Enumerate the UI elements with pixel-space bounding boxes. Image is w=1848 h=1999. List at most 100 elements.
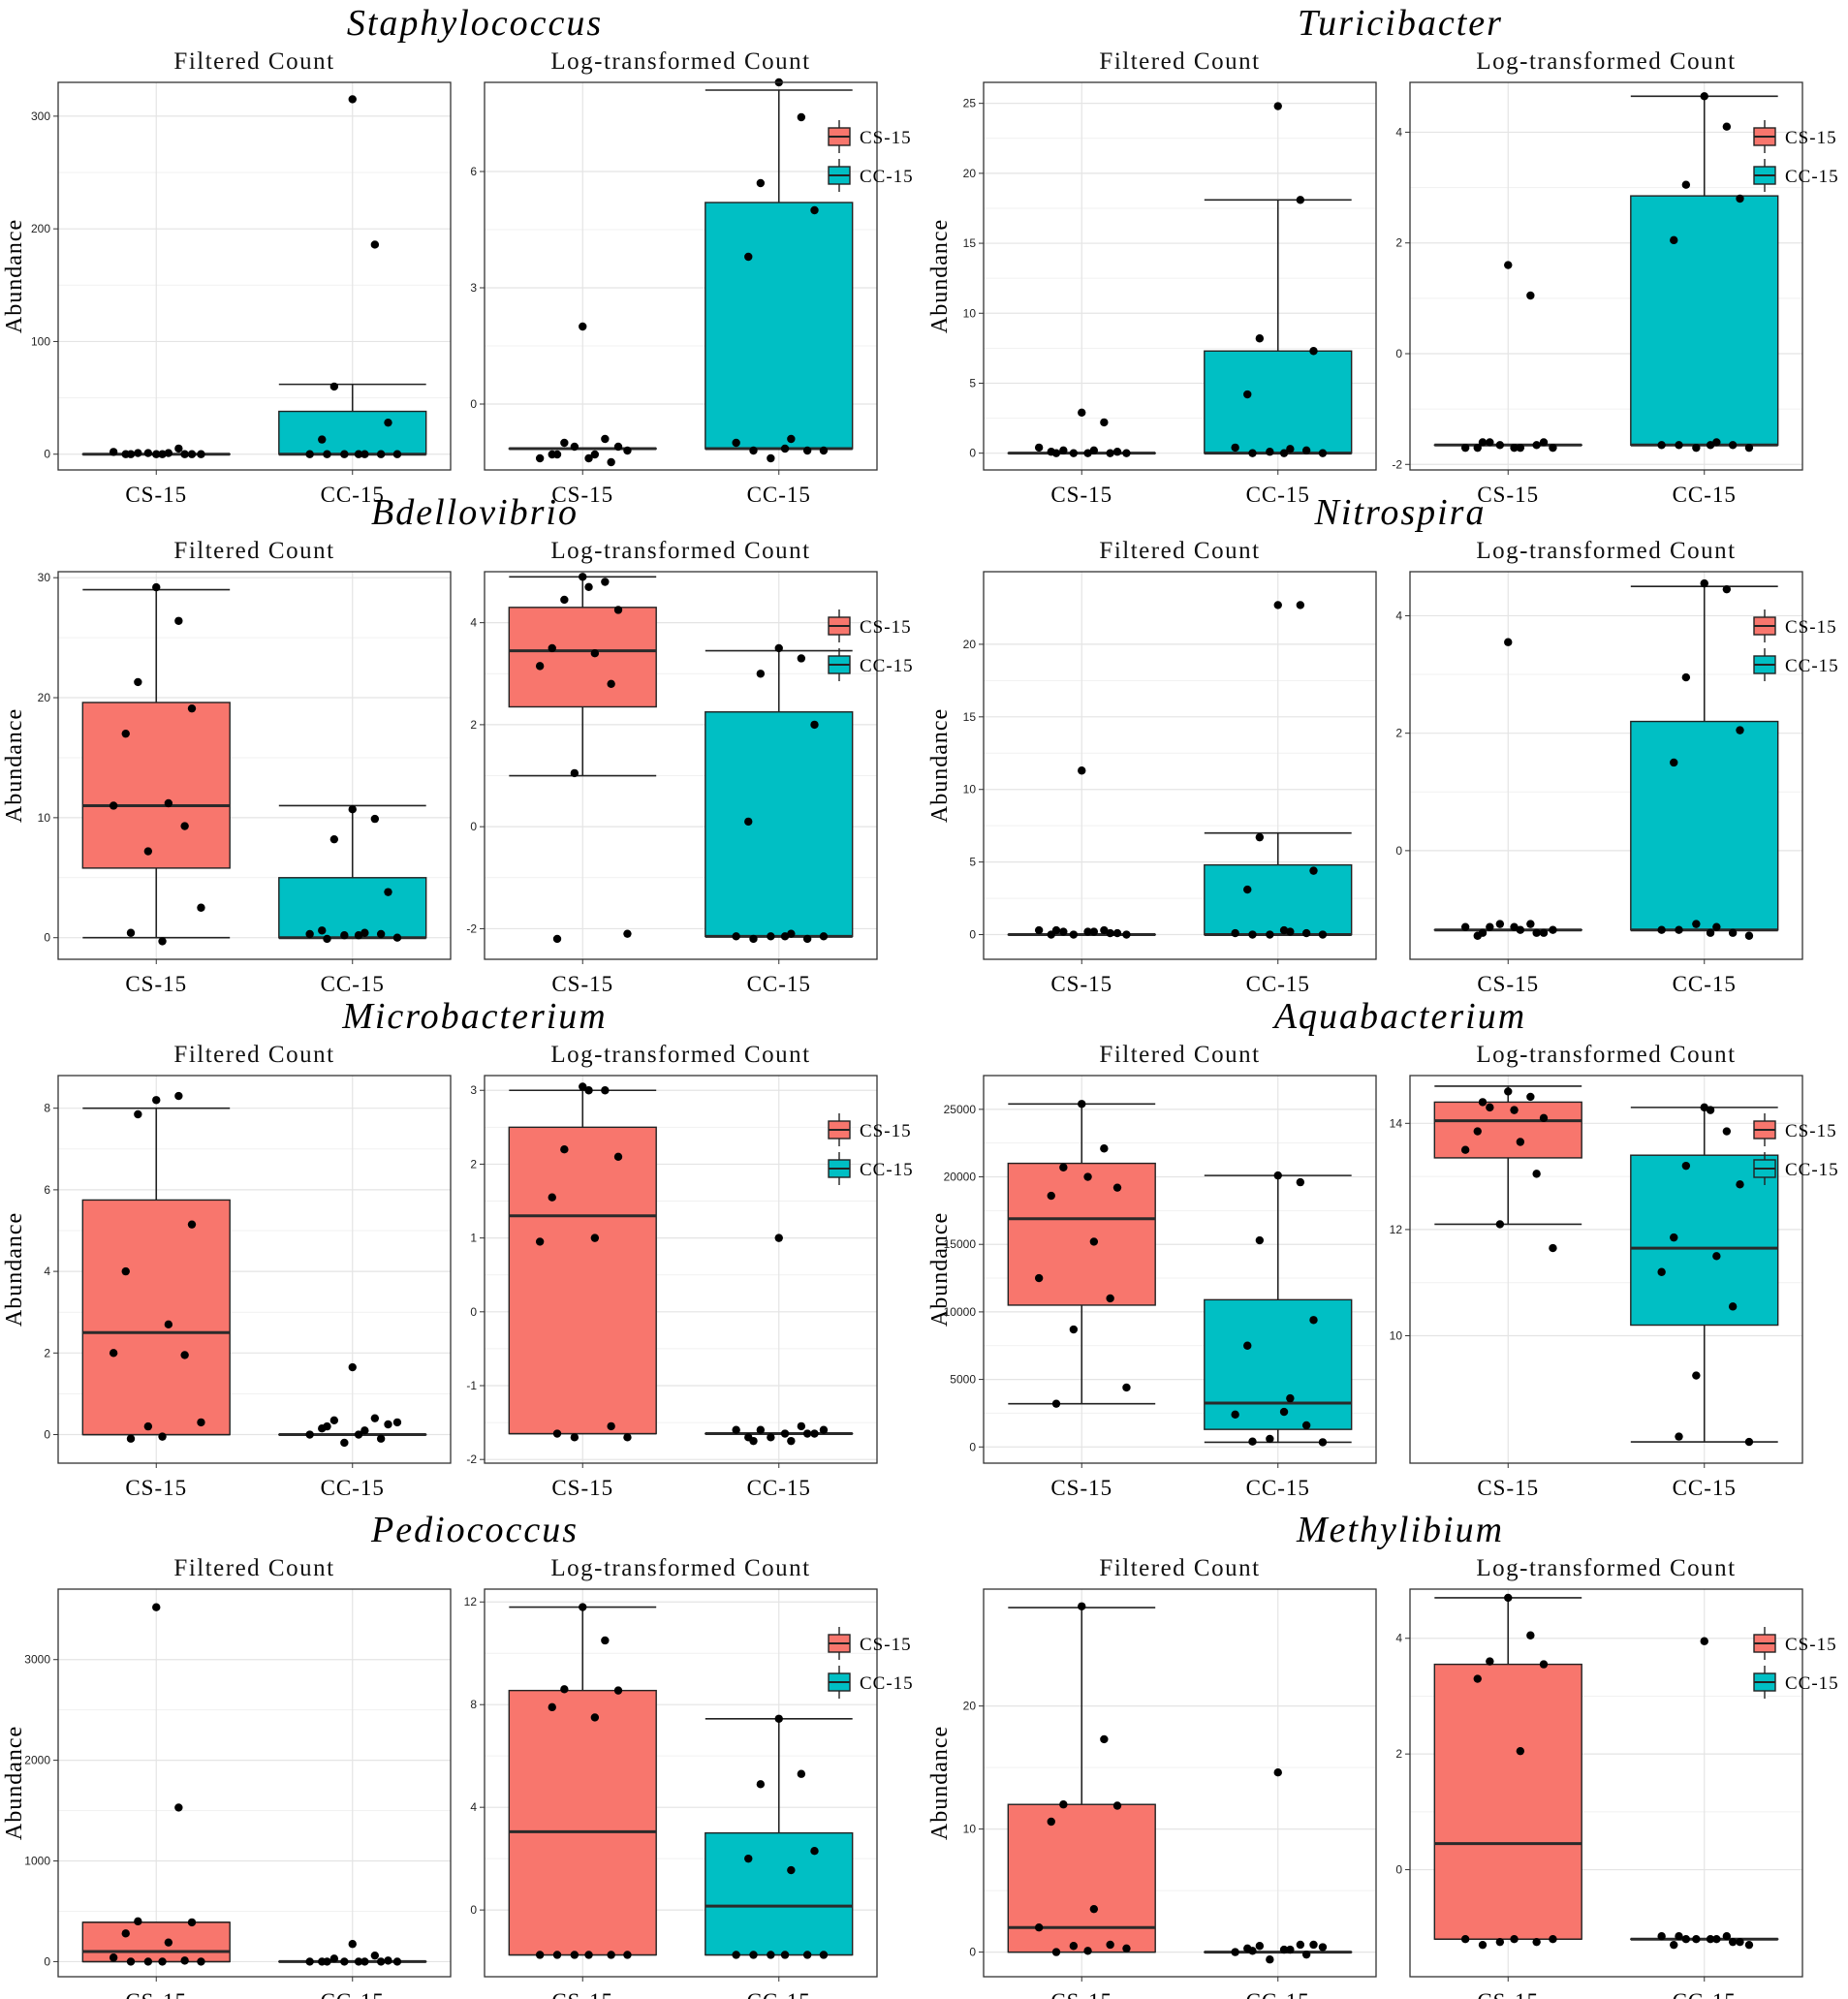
data-point: [134, 1109, 142, 1119]
legend-label: CS-15: [1785, 617, 1837, 638]
data-point: [552, 1951, 562, 1959]
data-point: [1089, 1237, 1099, 1246]
data-point: [1106, 1294, 1114, 1303]
chart-nitrospira: Nitrospira Abundance Filtered Count 0 5 10 15 2…: [927, 492, 1838, 996]
data-point: [1309, 1940, 1318, 1950]
data-point: [1266, 1434, 1274, 1444]
legend-item-cs-15: CS-15: [1753, 1113, 1836, 1146]
data-point: [1083, 1172, 1092, 1181]
facet-title: Filtered Count: [173, 1042, 334, 1068]
panel-filtered: Filtered Count 0 100 200 300 CS-15 CC-15: [31, 48, 452, 507]
data-point: [1100, 1734, 1109, 1744]
data-point: [164, 1320, 173, 1329]
data-point: [1532, 441, 1541, 450]
data-point: [1675, 1432, 1683, 1441]
legend-item-cc-15: CC-15: [828, 159, 913, 192]
box-iqr: [705, 711, 854, 938]
y-tick-label: 3: [470, 281, 477, 295]
y-tick-label: 0: [44, 1428, 50, 1442]
y-tick-label: -2: [1392, 457, 1402, 471]
data-point: [1670, 235, 1678, 245]
data-point: [1309, 866, 1318, 875]
data-point: [601, 434, 610, 444]
data-point: [1706, 928, 1715, 937]
x-tick-label: CC-15: [747, 1989, 811, 1999]
y-tick-label: 15000: [944, 1237, 977, 1251]
data-point: [370, 1951, 380, 1960]
data-point: [134, 1917, 142, 1926]
legend-label: CS-15: [860, 617, 912, 638]
x-tick-label: CS-15: [1477, 1989, 1539, 1999]
legend-label: CC-15: [860, 1673, 914, 1694]
data-point: [584, 453, 593, 463]
legend-item-cc-15: CC-15: [828, 1152, 913, 1185]
legend-item-cc-15: CC-15: [1753, 159, 1838, 192]
data-point: [1112, 1801, 1122, 1810]
data-point: [552, 1429, 562, 1438]
box-iqr: [1630, 720, 1779, 931]
chart-pediococcus: Pediococcus Abundance Filtered Count 0 1000 2…: [2, 1510, 914, 1999]
x-tick-label: CC-15: [1673, 483, 1737, 507]
data-point: [109, 801, 118, 810]
data-point: [305, 1957, 314, 1966]
data-point: [810, 205, 819, 215]
data-point: [329, 1954, 339, 1963]
data-point: [1078, 1602, 1086, 1610]
box-cc-15: [1204, 601, 1353, 939]
data-point: [180, 1351, 189, 1359]
box-cs-15: [1433, 638, 1582, 940]
data-point: [1231, 928, 1239, 938]
chart-title: Aquabacterium: [1271, 996, 1526, 1037]
data-point: [1089, 446, 1099, 454]
data-point: [1657, 1267, 1666, 1276]
box-cc-15: [705, 1234, 854, 1446]
box-cs-15: [81, 1603, 231, 1966]
y-tick-label: 3: [470, 1083, 477, 1097]
x-tick-label: CS-15: [1477, 1476, 1539, 1500]
x-tick-label: CS-15: [551, 483, 613, 507]
data-point: [1495, 441, 1505, 450]
y-tick-label: 100: [31, 334, 50, 348]
panel-filtered: Filtered Count 0 5000 10000 15000 20000 25000 C…: [944, 1042, 1377, 1500]
data-point: [1318, 1943, 1328, 1952]
data-point: [749, 1951, 758, 1959]
panel-log-transformed: Log-transformed Count -2 -1 0 1 2 3 CS-15 CC-15: [466, 1042, 878, 1500]
data-point: [152, 582, 161, 592]
data-point: [1478, 438, 1488, 447]
y-tick-label: 10: [38, 811, 51, 825]
panel-border: [57, 571, 452, 960]
data-point: [348, 1940, 357, 1949]
y-tick-label: 0: [969, 447, 976, 460]
data-point: [756, 178, 766, 188]
data-point: [732, 1425, 740, 1434]
data-point: [1549, 443, 1557, 453]
facet-title: Log-transformed Count: [550, 1555, 810, 1581]
y-tick-label: 8: [44, 1102, 50, 1115]
data-point: [1069, 1325, 1079, 1334]
legend: CS-15 CC-15: [1753, 120, 1838, 192]
y-axis-label: Abundance: [927, 219, 953, 333]
data-point: [1106, 1940, 1114, 1950]
facet-title: Filtered Count: [1099, 538, 1260, 564]
data-point: [164, 1938, 173, 1947]
data-point: [802, 934, 812, 944]
data-point: [1473, 443, 1482, 453]
data-point: [1059, 1800, 1068, 1809]
data-point: [1301, 1421, 1311, 1430]
panel-border: [484, 1075, 878, 1464]
data-point: [143, 847, 153, 856]
y-tick-label: 4: [470, 1800, 477, 1814]
y-tick-label: 3000: [24, 1653, 50, 1667]
data-point: [1089, 927, 1099, 936]
y-tick-label: 2: [1395, 727, 1402, 740]
data-point: [187, 1220, 197, 1229]
data-point: [1034, 925, 1044, 935]
data-point: [323, 1421, 331, 1431]
data-point: [1231, 1948, 1239, 1956]
box-cc-15: [705, 78, 854, 463]
data-point: [787, 929, 796, 938]
data-point: [1059, 927, 1068, 936]
data-point: [121, 729, 130, 738]
facet-title: Filtered Count: [1099, 1555, 1260, 1581]
data-point: [767, 932, 775, 941]
